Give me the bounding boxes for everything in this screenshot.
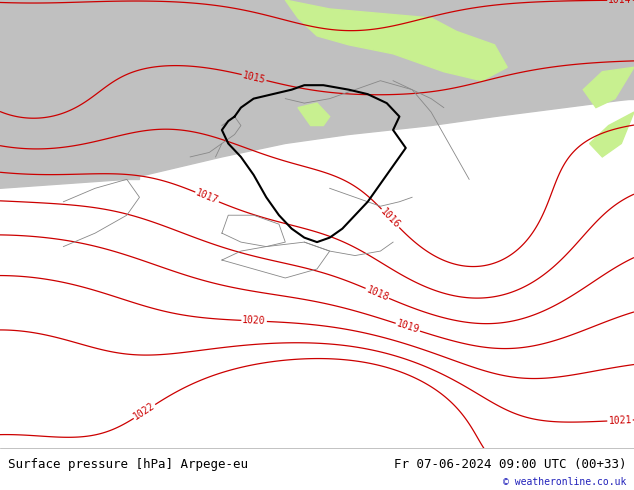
Polygon shape [0,98,139,179]
Polygon shape [0,0,634,188]
Text: 1016: 1016 [378,206,402,230]
Text: 1015: 1015 [242,70,267,85]
Polygon shape [583,67,634,108]
Text: Surface pressure [hPa] Arpege-eu: Surface pressure [hPa] Arpege-eu [8,458,248,471]
Text: 1017: 1017 [195,188,220,206]
Text: 1018: 1018 [365,284,390,303]
Text: Fr 07-06-2024 09:00 UTC (00+33): Fr 07-06-2024 09:00 UTC (00+33) [394,458,626,471]
Text: 1019: 1019 [395,319,420,336]
Text: © weatheronline.co.uk: © weatheronline.co.uk [503,477,626,487]
Text: 1021: 1021 [608,415,632,426]
Text: 1020: 1020 [242,316,266,326]
Polygon shape [285,0,507,81]
Polygon shape [298,103,330,125]
Text: 1014: 1014 [608,0,632,5]
Polygon shape [590,112,634,157]
Text: 1022: 1022 [132,401,157,422]
